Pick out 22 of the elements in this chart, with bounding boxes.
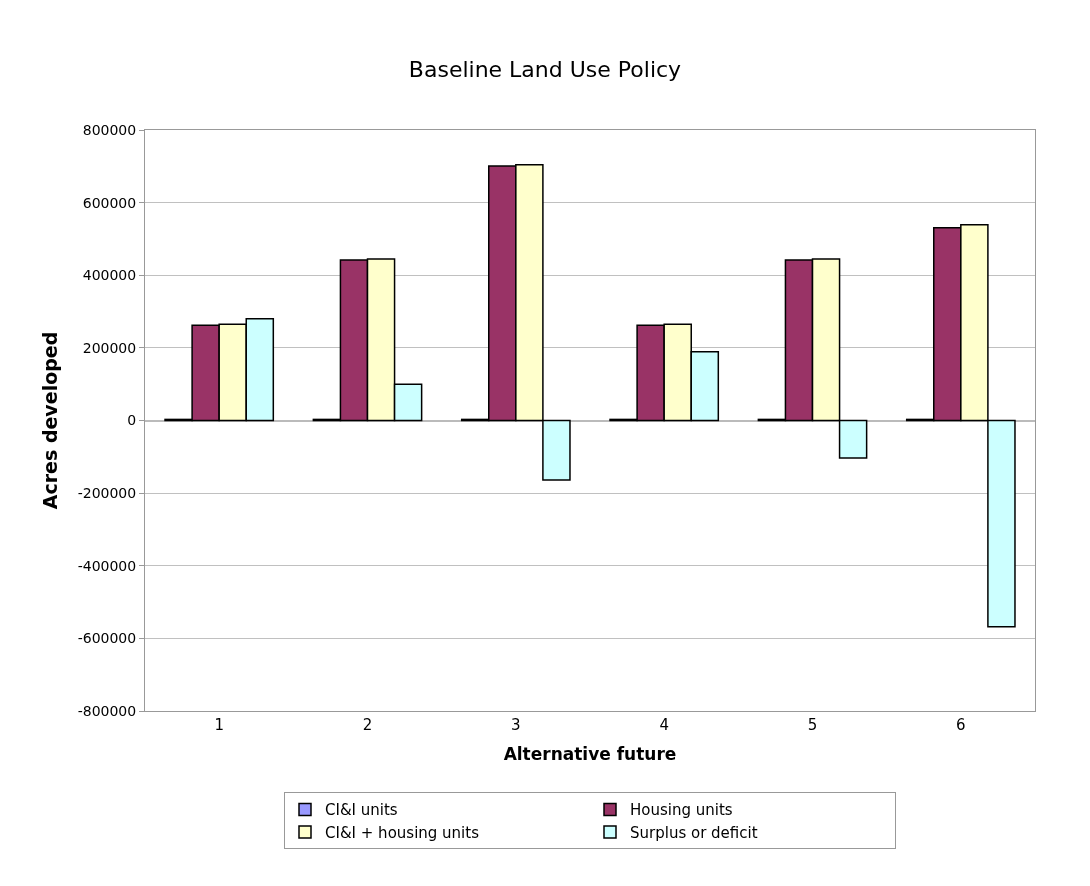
y-tick-label: -600000: [77, 630, 137, 647]
legend-label: Housing units: [630, 801, 733, 820]
y-tick-label: 800000: [82, 121, 137, 138]
x-tick-label: 3: [511, 716, 521, 734]
x-tick-label: 6: [956, 716, 966, 734]
x-tick-label: 5: [807, 716, 818, 734]
legend-label: CI&I units: [325, 801, 398, 820]
y-tick-label: -200000: [77, 485, 137, 502]
y-tick-label: 400000: [82, 267, 137, 284]
x-tick-label: 2: [362, 716, 373, 734]
legend-label: CI&I + housing units: [325, 823, 480, 842]
x-axis-title: Alternative future: [503, 744, 677, 765]
y-tick-label: -400000: [77, 557, 137, 574]
y-tick-label: -800000: [77, 702, 137, 719]
y-axis-title: Acres developed: [38, 331, 61, 510]
legend-label: Surplus or deficit: [630, 823, 758, 842]
y-tick-label: 600000: [82, 194, 137, 211]
x-tick-label: 1: [214, 716, 224, 734]
y-tick-label: 0: [127, 412, 137, 429]
y-tick-label: 200000: [82, 339, 137, 356]
chart-title: Baseline Land Use Policy: [408, 57, 682, 83]
x-tick-label: 4: [659, 716, 669, 734]
